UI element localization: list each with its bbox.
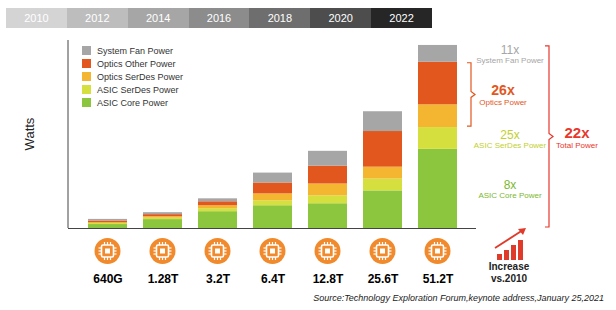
svg-text:25x: 25x (500, 128, 519, 142)
svg-text:3.2T: 3.2T (206, 272, 231, 286)
svg-text:51.2T: 51.2T (423, 272, 454, 286)
svg-text:6.4T: 6.4T (261, 272, 286, 286)
svg-text:22x: 22x (564, 124, 590, 141)
svg-text:12.8T: 12.8T (313, 272, 344, 286)
html-text:System Fan Power: System Fan Power (97, 45, 173, 56)
html-text:2014: 2014 (145, 12, 171, 24)
svg-text:11x: 11x (501, 43, 519, 57)
svg-text:1.28T: 1.28T (148, 272, 179, 286)
svg-text:System Fan Power: System Fan Power (476, 56, 544, 65)
html-text:2012: 2012 (85, 12, 110, 24)
html-text:Optics SerDes Power: Optics SerDes Power (97, 71, 183, 82)
html-text:Optics Other Power: Optics Other Power (97, 58, 176, 69)
svg-text:Watts: Watts (22, 117, 37, 150)
html-text:2022: 2022 (389, 12, 414, 24)
svg-text:Optics Power: Optics Power (479, 98, 527, 107)
html-text:2018: 2018 (267, 12, 293, 24)
svg-text:Total Power: Total Power (556, 141, 598, 150)
html-text:Source:Technology Exploration: Source:Technology Exploration Forum,keyn… (313, 293, 604, 303)
svg-text:vs.2010: vs.2010 (491, 273, 528, 284)
svg-text:Increase: Increase (489, 261, 530, 272)
svg-text:ASIC SerDes Power: ASIC SerDes Power (474, 141, 547, 150)
html-text:ASIC SerDes Power: ASIC SerDes Power (97, 84, 179, 95)
svg-text:640G: 640G (93, 272, 122, 286)
svg-text:25.6T: 25.6T (368, 272, 399, 286)
svg-text:26x: 26x (491, 82, 515, 98)
svg-text:8x: 8x (504, 178, 517, 192)
html-text:2016: 2016 (206, 12, 232, 24)
svg-text:ASIC Core Power: ASIC Core Power (478, 191, 541, 200)
html-text:2010: 2010 (24, 12, 49, 24)
html-text:2020: 2020 (328, 12, 353, 24)
html-text:ASIC Core Power: ASIC Core Power (97, 97, 168, 108)
